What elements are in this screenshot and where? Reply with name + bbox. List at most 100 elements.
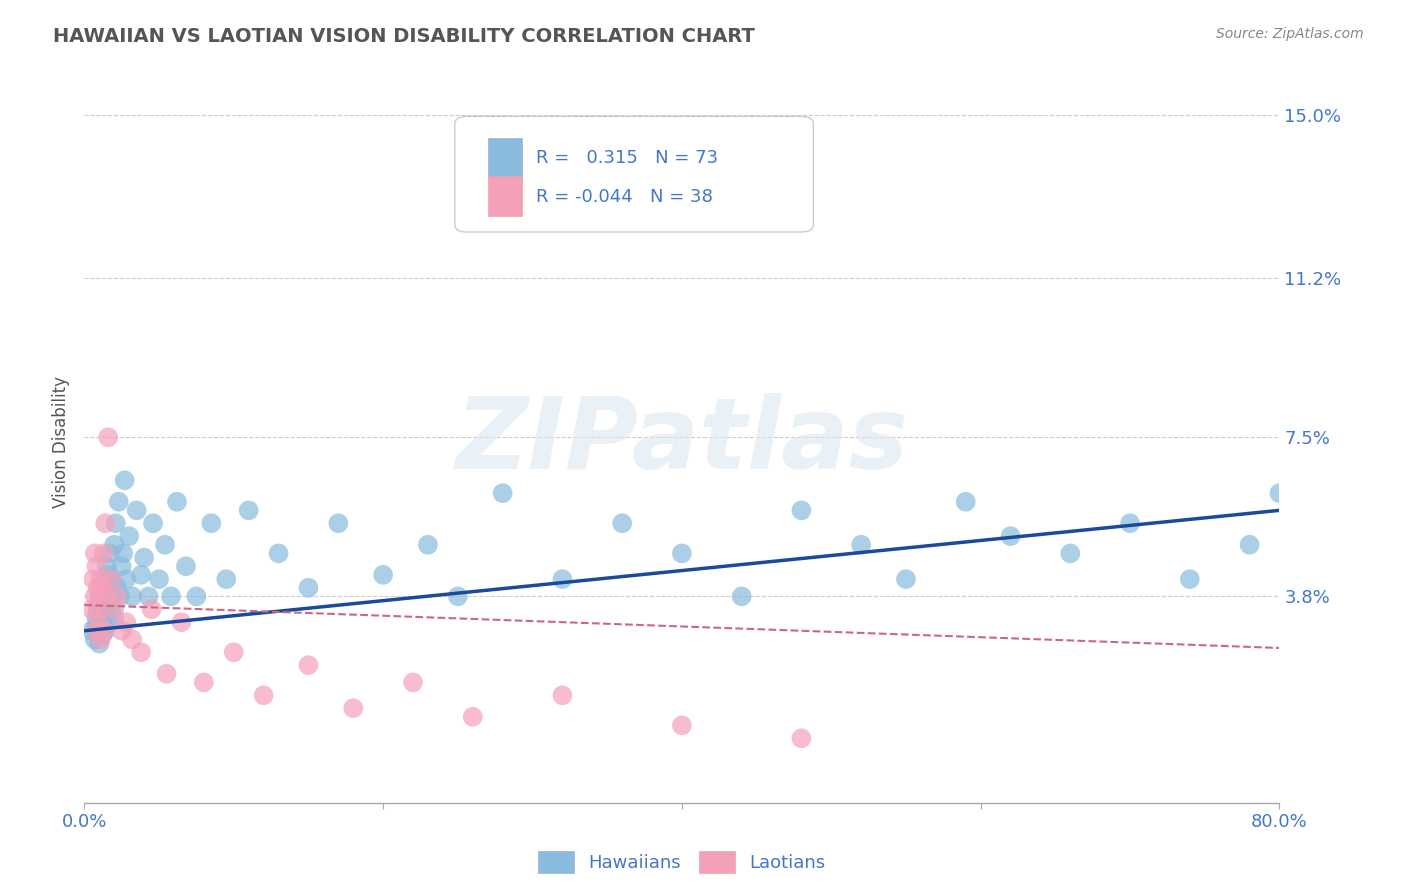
- Point: [83, 632, 105, 647]
- Point: [97, 598, 120, 612]
- Point: [101, 590, 124, 604]
- Point: [492, 486, 515, 500]
- Point: [94, 593, 117, 607]
- Point: [200, 516, 222, 531]
- Point: [107, 495, 129, 509]
- Point: [461, 710, 484, 724]
- FancyBboxPatch shape: [456, 116, 814, 232]
- Point: [955, 495, 977, 509]
- Point: [93, 619, 115, 633]
- Point: [671, 718, 693, 732]
- Point: [238, 503, 260, 517]
- Point: [89, 598, 111, 612]
- Point: [103, 602, 125, 616]
- Point: [141, 602, 163, 616]
- Point: [103, 538, 125, 552]
- Point: [118, 529, 141, 543]
- Point: [89, 615, 111, 630]
- Point: [98, 546, 121, 560]
- Point: [83, 590, 105, 604]
- Point: [93, 624, 115, 638]
- Point: [894, 572, 917, 586]
- Point: [142, 516, 165, 531]
- Point: [86, 611, 108, 625]
- Point: [100, 572, 122, 586]
- Point: [83, 546, 105, 560]
- Point: [155, 666, 177, 681]
- Point: [166, 495, 188, 509]
- Point: [1268, 486, 1291, 500]
- Point: [87, 602, 110, 616]
- Text: Source: ZipAtlas.com: Source: ZipAtlas.com: [1216, 27, 1364, 41]
- Point: [110, 590, 132, 604]
- Point: [115, 615, 138, 630]
- Point: [91, 581, 114, 595]
- Point: [138, 590, 160, 604]
- Legend: Hawaiians, Laotians: Hawaiians, Laotians: [530, 844, 834, 880]
- Point: [114, 473, 136, 487]
- Point: [89, 637, 111, 651]
- Point: [90, 590, 112, 604]
- Text: R = -0.044   N = 38: R = -0.044 N = 38: [536, 188, 713, 206]
- Point: [1178, 572, 1201, 586]
- Text: ZIPatlas: ZIPatlas: [456, 393, 908, 490]
- Point: [91, 628, 114, 642]
- Point: [96, 559, 118, 574]
- Point: [1000, 529, 1022, 543]
- Point: [170, 615, 193, 630]
- Point: [129, 645, 152, 659]
- Point: [89, 590, 111, 604]
- Point: [105, 581, 128, 595]
- Point: [96, 615, 118, 630]
- Point: [373, 567, 395, 582]
- Point: [402, 675, 425, 690]
- Point: [86, 619, 108, 633]
- FancyBboxPatch shape: [488, 138, 522, 178]
- Point: [97, 567, 120, 582]
- Point: [86, 559, 108, 574]
- Point: [115, 572, 138, 586]
- Point: [342, 701, 364, 715]
- Point: [1059, 546, 1081, 560]
- Point: [96, 590, 118, 604]
- Point: [447, 590, 470, 604]
- Point: [87, 581, 110, 595]
- Point: [94, 572, 117, 586]
- Point: [80, 602, 103, 616]
- Point: [86, 624, 108, 638]
- Point: [153, 538, 176, 552]
- Point: [297, 581, 319, 595]
- Point: [97, 430, 120, 444]
- FancyBboxPatch shape: [488, 177, 522, 216]
- Point: [96, 590, 118, 604]
- Point: [174, 559, 197, 574]
- Point: [87, 602, 110, 616]
- Point: [121, 632, 143, 647]
- Point: [671, 546, 693, 560]
- Point: [790, 731, 813, 746]
- Point: [222, 645, 245, 659]
- Point: [103, 611, 125, 625]
- Point: [121, 590, 143, 604]
- Point: [551, 688, 574, 702]
- Point: [851, 538, 873, 552]
- Point: [104, 516, 127, 531]
- Point: [111, 559, 134, 574]
- Point: [186, 590, 208, 604]
- Point: [125, 503, 148, 517]
- Point: [94, 516, 117, 531]
- Point: [297, 658, 319, 673]
- Point: [93, 546, 115, 560]
- Point: [91, 607, 114, 621]
- Point: [132, 550, 156, 565]
- Point: [100, 572, 122, 586]
- Point: [90, 572, 112, 586]
- Point: [731, 590, 754, 604]
- Y-axis label: Vision Disability: Vision Disability: [52, 376, 70, 508]
- Point: [612, 516, 634, 531]
- Point: [551, 572, 574, 586]
- Point: [112, 546, 135, 560]
- Text: HAWAIIAN VS LAOTIAN VISION DISABILITY CORRELATION CHART: HAWAIIAN VS LAOTIAN VISION DISABILITY CO…: [53, 27, 755, 45]
- Point: [94, 624, 117, 638]
- Point: [790, 503, 813, 517]
